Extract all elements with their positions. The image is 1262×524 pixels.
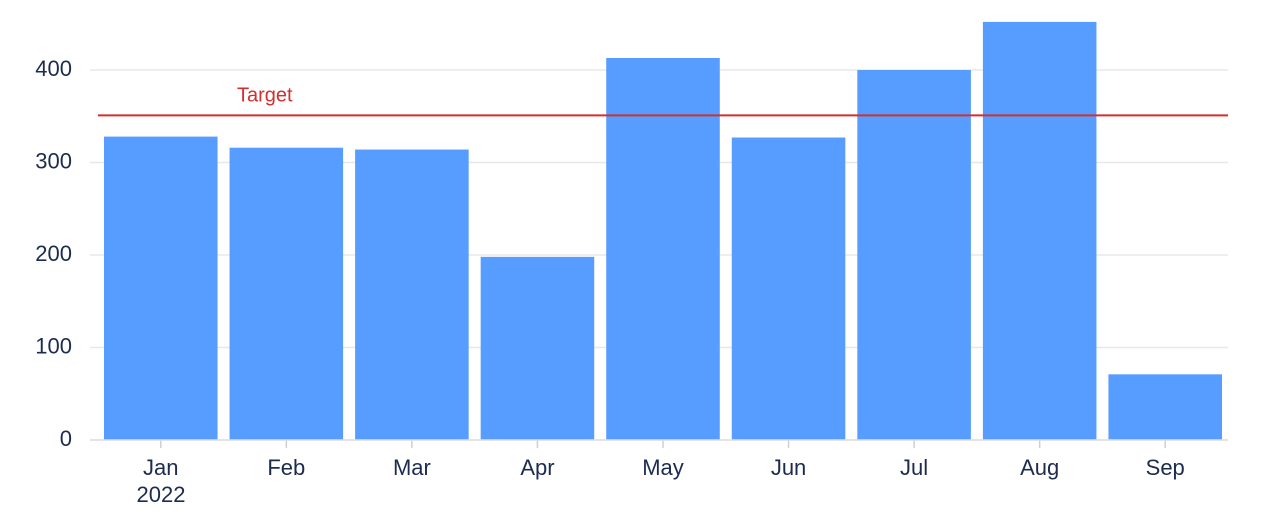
- bar: [606, 57, 720, 440]
- y-tick-label: 400: [35, 56, 72, 81]
- x-year-label: 2022: [137, 482, 186, 507]
- x-tick-label: Jun: [771, 455, 806, 480]
- y-tick-label: 200: [35, 241, 72, 266]
- bar: [480, 256, 595, 440]
- bar: [731, 137, 846, 440]
- x-tick-label: Aug: [1020, 455, 1059, 480]
- bar: [982, 21, 1097, 441]
- bar: [104, 136, 218, 440]
- x-tick-label: Mar: [393, 455, 431, 480]
- bar: [1108, 374, 1222, 440]
- target-label: Target: [237, 85, 293, 107]
- x-tick-label: Sep: [1146, 455, 1185, 480]
- bar: [229, 147, 344, 440]
- y-tick-label: 0: [60, 426, 72, 451]
- x-tick-label: Apr: [520, 455, 554, 480]
- bar: [355, 149, 469, 441]
- x-tick-label: Feb: [267, 455, 305, 480]
- x-tick-label: May: [642, 455, 684, 480]
- y-tick-label: 300: [35, 148, 72, 173]
- x-tick-label: Jan: [143, 455, 178, 480]
- y-tick-label: 100: [35, 333, 72, 358]
- bar: [857, 70, 971, 440]
- x-tick-label: Jul: [900, 455, 928, 480]
